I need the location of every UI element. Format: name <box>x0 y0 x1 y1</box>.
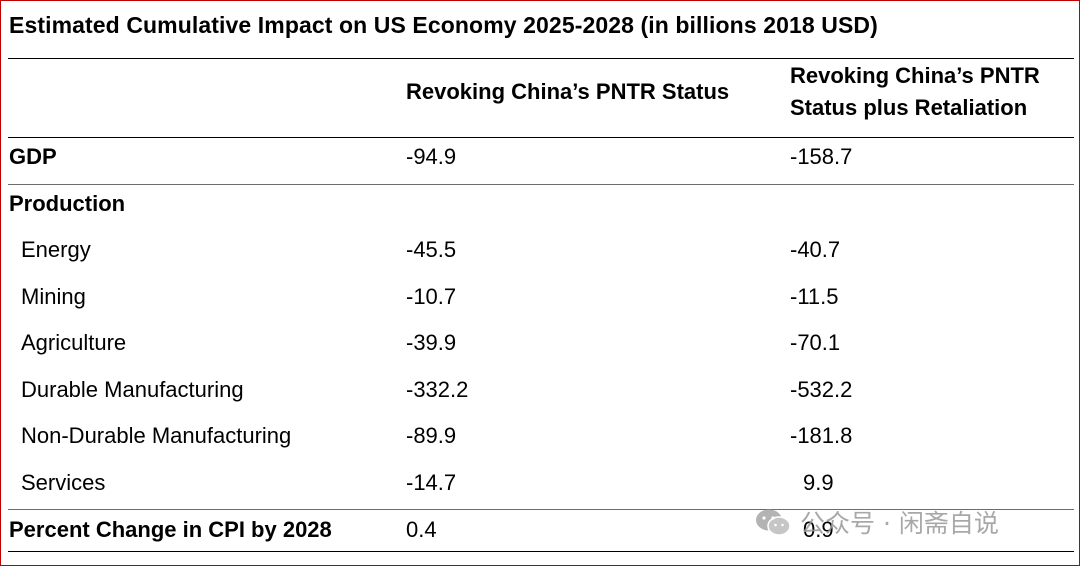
row-label: Agriculture <box>21 330 127 355</box>
value-pntr: -332.2 <box>406 377 469 402</box>
table-row-services: Services -14.7 9.9 <box>0 463 1080 503</box>
gdp-rule <box>8 184 1074 185</box>
row-label: Durable Manufacturing <box>21 377 244 402</box>
row-label: Non-Durable Manufacturing <box>21 423 292 448</box>
value-pntr: 0.4 <box>406 517 437 542</box>
services-rule <box>8 509 1074 510</box>
bottom-rule <box>8 551 1074 552</box>
row-label: Percent Change in CPI by 2028 <box>9 517 332 542</box>
watermark: 公众号 · 闲斋自说 <box>754 502 999 542</box>
value-pntr: -94.9 <box>406 144 457 169</box>
value-pntr: -10.7 <box>406 284 457 309</box>
title-rule <box>8 58 1074 59</box>
wechat-icon <box>756 509 791 536</box>
table-row-agriculture: Agriculture -39.9 -70.1 <box>0 323 1080 363</box>
value-pntr-retaliation: -70.1 <box>790 330 841 355</box>
value-pntr-retaliation: -158.7 <box>790 144 853 169</box>
table-title: Estimated Cumulative Impact on US Econom… <box>9 12 878 38</box>
value-pntr: -89.9 <box>406 423 457 448</box>
value-pntr: -39.9 <box>406 330 457 355</box>
value-pntr-retaliation: -181.8 <box>790 423 853 448</box>
table-row-gdp: GDP -94.9 -158.7 <box>0 137 1080 177</box>
row-label: Services <box>21 470 106 495</box>
header-rule <box>8 137 1074 138</box>
watermark-text: 公众号 · 闲斋自说 <box>800 509 999 538</box>
table-row-cpi: Percent Change in CPI by 2028 0.4 0.9 <box>0 510 1080 550</box>
table-row-energy: Energy -45.5 -40.7 <box>0 230 1080 270</box>
table-row-mining: Mining -10.7 -11.5 <box>0 277 1080 317</box>
value-pntr-retaliation: 9.9 <box>803 470 834 495</box>
row-label: Energy <box>21 237 91 262</box>
value-pntr: -14.7 <box>406 470 457 495</box>
row-label: Production <box>9 191 126 216</box>
column-header-pntr-retaliation-line2: Status plus Retaliation <box>790 95 1028 120</box>
table-row-production: Production <box>0 184 1080 224</box>
value-pntr-retaliation: -11.5 <box>790 284 839 309</box>
table-row-non-durable-manufacturing: Non-Durable Manufacturing -89.9 -181.8 <box>0 416 1080 456</box>
value-pntr: -45.5 <box>406 237 457 262</box>
value-pntr-retaliation: -40.7 <box>790 237 841 262</box>
row-label: Mining <box>21 284 86 309</box>
column-header-pntr-retaliation-line1: Revoking China’s PNTR <box>790 63 1040 88</box>
column-header-pntr: Revoking China’s PNTR Status <box>406 79 730 104</box>
row-label: GDP <box>9 144 57 169</box>
table-row-durable-manufacturing: Durable Manufacturing -332.2 -532.2 <box>0 370 1080 410</box>
value-pntr-retaliation: 0.9 <box>803 517 834 542</box>
value-pntr-retaliation: -532.2 <box>790 377 853 402</box>
